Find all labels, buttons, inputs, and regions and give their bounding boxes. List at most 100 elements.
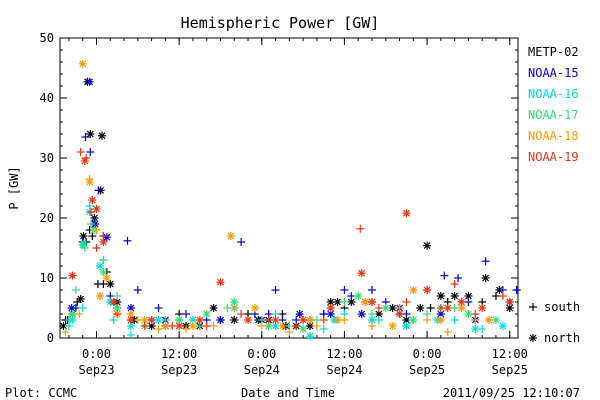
star-stroke	[217, 278, 224, 286]
data-point-north-noaa-19	[457, 298, 466, 306]
data-point-north-noaa-16	[154, 316, 163, 324]
data-point-south-noaa-15	[94, 186, 103, 195]
data-point-north-noaa-17	[80, 239, 89, 248]
data-point-south-noaa-18	[340, 316, 349, 324]
data-point-north-noaa-15	[216, 316, 225, 324]
data-point-north-metp-02	[90, 214, 99, 222]
star-stroke	[464, 292, 472, 300]
star-stroke	[68, 304, 76, 312]
data-point-south-noaa-19	[471, 310, 480, 318]
star-stroke	[403, 322, 410, 330]
star-stroke	[389, 304, 397, 312]
star-stroke	[458, 298, 465, 306]
data-point-south-noaa-18	[61, 328, 70, 336]
star-stroke	[86, 78, 94, 86]
data-point-south-noaa-16	[374, 316, 383, 324]
y-tick-label: 10	[40, 271, 54, 285]
star-stroke	[464, 310, 472, 318]
y-tick-label: 30	[40, 151, 54, 165]
star-stroke	[306, 332, 314, 340]
data-point-south-noaa-15	[481, 257, 490, 266]
star-stroke	[230, 316, 238, 324]
data-point-north-metp-02	[98, 131, 107, 140]
star-stroke	[529, 334, 537, 342]
data-point-south-noaa-19	[292, 322, 301, 330]
data-point-south-noaa-19	[264, 316, 273, 324]
data-point-south-noaa-18	[154, 325, 163, 333]
star-stroke	[437, 316, 445, 324]
footer-plot-source: Plot: CCMC	[5, 386, 77, 400]
data-point-south-noaa-16	[109, 316, 118, 324]
data-point-south-noaa-19	[374, 304, 383, 312]
data-point-north-noaa-18	[188, 322, 197, 330]
data-point-north-noaa-16	[306, 332, 315, 341]
star-stroke	[327, 298, 335, 306]
data-point-south-noaa-19	[202, 322, 211, 330]
data-point-north-noaa-18	[436, 316, 445, 324]
data-point-north-noaa-17	[68, 310, 77, 318]
data-point-north-noaa-18	[388, 322, 397, 330]
star-stroke	[327, 310, 335, 318]
data-point-south-noaa-17	[340, 298, 349, 306]
data-point-south-noaa-19	[356, 224, 365, 233]
y-tick-label: 40	[40, 91, 54, 105]
data-point-south-noaa-15	[402, 310, 411, 318]
star-stroke	[403, 209, 410, 217]
x-tick-date-label: Sep24	[326, 363, 362, 377]
star-stroke	[68, 310, 76, 318]
data-point-south-noaa-18	[230, 304, 239, 312]
star-stroke	[203, 310, 211, 318]
data-point-north-noaa-16	[498, 322, 507, 330]
star-stroke	[389, 322, 397, 330]
star-stroke	[409, 286, 417, 294]
star-stroke	[251, 304, 259, 312]
star-stroke	[437, 292, 445, 300]
data-point-north-noaa-19	[299, 316, 308, 324]
data-point-south-noaa-15	[237, 238, 246, 246]
data-point-north-metp-02	[450, 292, 459, 300]
series-noaa-15	[63, 77, 521, 324]
star-stroke	[230, 298, 238, 306]
data-point-north-noaa-19	[505, 298, 514, 306]
star-stroke	[358, 310, 366, 318]
data-point-north-noaa-15	[357, 310, 366, 318]
data-point-south-noaa-17	[71, 286, 80, 294]
data-point-north-noaa-16	[126, 322, 135, 330]
star-stroke	[347, 298, 355, 306]
data-point-south-noaa-19	[237, 310, 246, 318]
data-point-south-noaa-18	[92, 226, 101, 234]
data-point-south-noaa-19	[498, 292, 507, 300]
data-point-north-noaa-15	[85, 77, 94, 86]
star-stroke	[88, 196, 96, 204]
data-point-north-noaa-19	[126, 316, 135, 324]
x-tick-date-label: Sep23	[78, 363, 114, 377]
series-metp-02	[59, 77, 521, 330]
data-point-south-noaa-15	[86, 148, 95, 156]
data-point-north-noaa-19	[271, 316, 280, 324]
data-point-north-noaa-16	[471, 325, 480, 333]
data-point-north-noaa-18	[85, 178, 94, 186]
x-axis-label: Date and Time	[241, 386, 335, 400]
data-point-south-noaa-15	[81, 133, 90, 141]
x-tick-time-label: 0:00	[413, 347, 442, 361]
data-point-north-noaa-19	[478, 304, 487, 312]
data-point-north-metp-02	[59, 322, 68, 330]
data-point-south-noaa-19	[168, 322, 177, 330]
data-point-south-noaa-15	[512, 286, 521, 294]
data-point-south-noaa-15	[440, 271, 449, 280]
star-stroke	[492, 316, 500, 324]
data-point-north-noaa-17	[409, 316, 418, 324]
star-stroke	[99, 238, 107, 246]
data-point-north-noaa-19	[147, 316, 156, 324]
star-stroke	[396, 310, 403, 318]
data-point-north-noaa-19	[109, 298, 118, 306]
star-stroke	[103, 233, 111, 241]
star-stroke	[103, 274, 111, 282]
star-stroke	[189, 316, 197, 324]
star-stroke	[127, 304, 135, 312]
legend-entry-noaa-18: NOAA-18	[528, 129, 579, 143]
data-point-north-noaa-19	[357, 269, 366, 278]
star-stroke	[217, 316, 224, 324]
data-point-south-noaa-18	[312, 322, 321, 330]
data-point-south-noaa-18	[257, 322, 266, 330]
